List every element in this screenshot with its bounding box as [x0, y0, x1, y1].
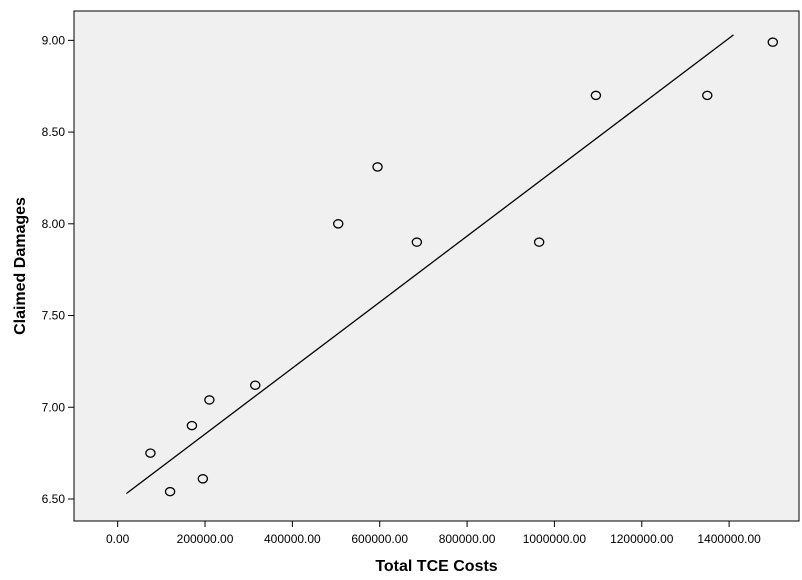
y-tick-label: 7.00 — [42, 400, 66, 414]
scatter-point — [197, 474, 209, 484]
y-axis: 6.50 7.00 7.50 8.00 8.50 9.00 — [42, 33, 74, 506]
points-layer — [145, 37, 779, 497]
scatter-point — [332, 219, 344, 229]
scatter-point — [767, 37, 779, 47]
scatter-point — [702, 90, 713, 101]
y-axis-title: Claimed Damages — [12, 197, 29, 335]
fit-line — [126, 34, 734, 495]
x-tick-label: 1200000.00 — [610, 532, 674, 546]
y-tick-label: 9.00 — [42, 33, 66, 47]
scatter-point — [372, 162, 383, 172]
y-tick-label: 8.50 — [42, 125, 66, 139]
y-tick-label: 6.50 — [42, 492, 66, 506]
x-tick-label: 1400000.00 — [697, 532, 761, 546]
x-tick-label: 600000.00 — [351, 532, 408, 546]
x-tick-label: 200000.00 — [177, 532, 234, 546]
x-tick-label: 800000.00 — [439, 532, 496, 546]
x-tick-label: 1000000.00 — [523, 532, 587, 546]
y-tick-label: 7.50 — [42, 309, 66, 323]
x-axis: 0.00 200000.00 400000.00 600000.00 800000.00… — [106, 521, 761, 546]
y-tick-label: 8.00 — [42, 217, 66, 231]
fit-line-layer — [126, 34, 734, 495]
scatter-point — [204, 395, 215, 405]
scatter-point — [249, 380, 261, 390]
scatter-point — [533, 237, 545, 247]
scatter-point — [411, 237, 423, 247]
scatter-point — [145, 448, 156, 458]
scatter-point — [186, 420, 198, 431]
x-axis-title: Total TCE Costs — [375, 558, 497, 575]
scatter-point — [590, 90, 602, 101]
x-tick-label: 0.00 — [106, 532, 130, 546]
x-tick-label: 400000.00 — [264, 532, 321, 546]
scatter-point — [164, 486, 176, 497]
plot-area — [73, 10, 800, 522]
